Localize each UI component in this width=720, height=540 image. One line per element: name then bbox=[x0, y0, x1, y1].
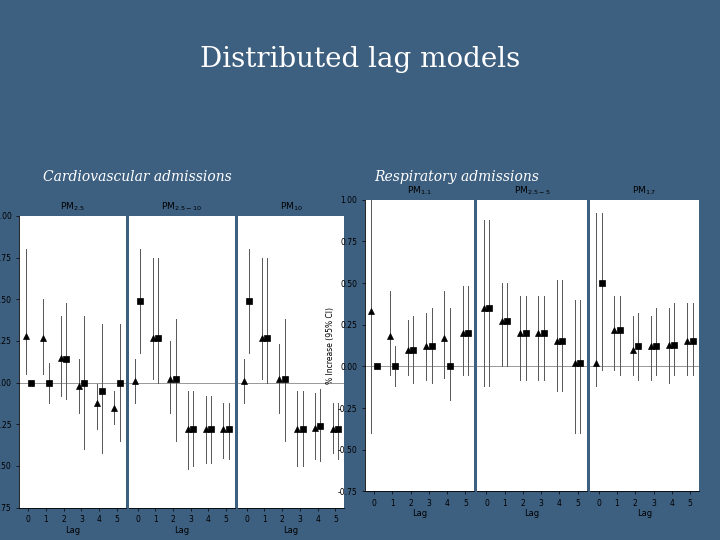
X-axis label: Lag: Lag bbox=[284, 525, 299, 535]
X-axis label: Lag: Lag bbox=[65, 525, 80, 535]
Text: PM$_{10}$: PM$_{10}$ bbox=[279, 200, 302, 213]
Y-axis label: % Increase (95% CI): % Increase (95% CI) bbox=[326, 307, 335, 384]
Text: PM$_{2.5-10}$: PM$_{2.5-10}$ bbox=[161, 200, 202, 213]
Text: Distributed lag models: Distributed lag models bbox=[200, 46, 520, 73]
Text: PM$_{1.1}$: PM$_{1.1}$ bbox=[408, 184, 432, 197]
Text: PM$_{2.5}$: PM$_{2.5}$ bbox=[60, 200, 85, 213]
Text: Respiratory admissions: Respiratory admissions bbox=[374, 170, 539, 184]
Text: PM$_{2.5-5}$: PM$_{2.5-5}$ bbox=[514, 184, 550, 197]
X-axis label: Lag: Lag bbox=[636, 509, 652, 518]
X-axis label: Lag: Lag bbox=[412, 509, 428, 518]
Text: PM$_{1.7}$: PM$_{1.7}$ bbox=[632, 184, 657, 197]
X-axis label: Lag: Lag bbox=[174, 525, 189, 535]
Text: Cardiovascular admissions: Cardiovascular admissions bbox=[43, 170, 232, 184]
X-axis label: Lag: Lag bbox=[524, 509, 540, 518]
